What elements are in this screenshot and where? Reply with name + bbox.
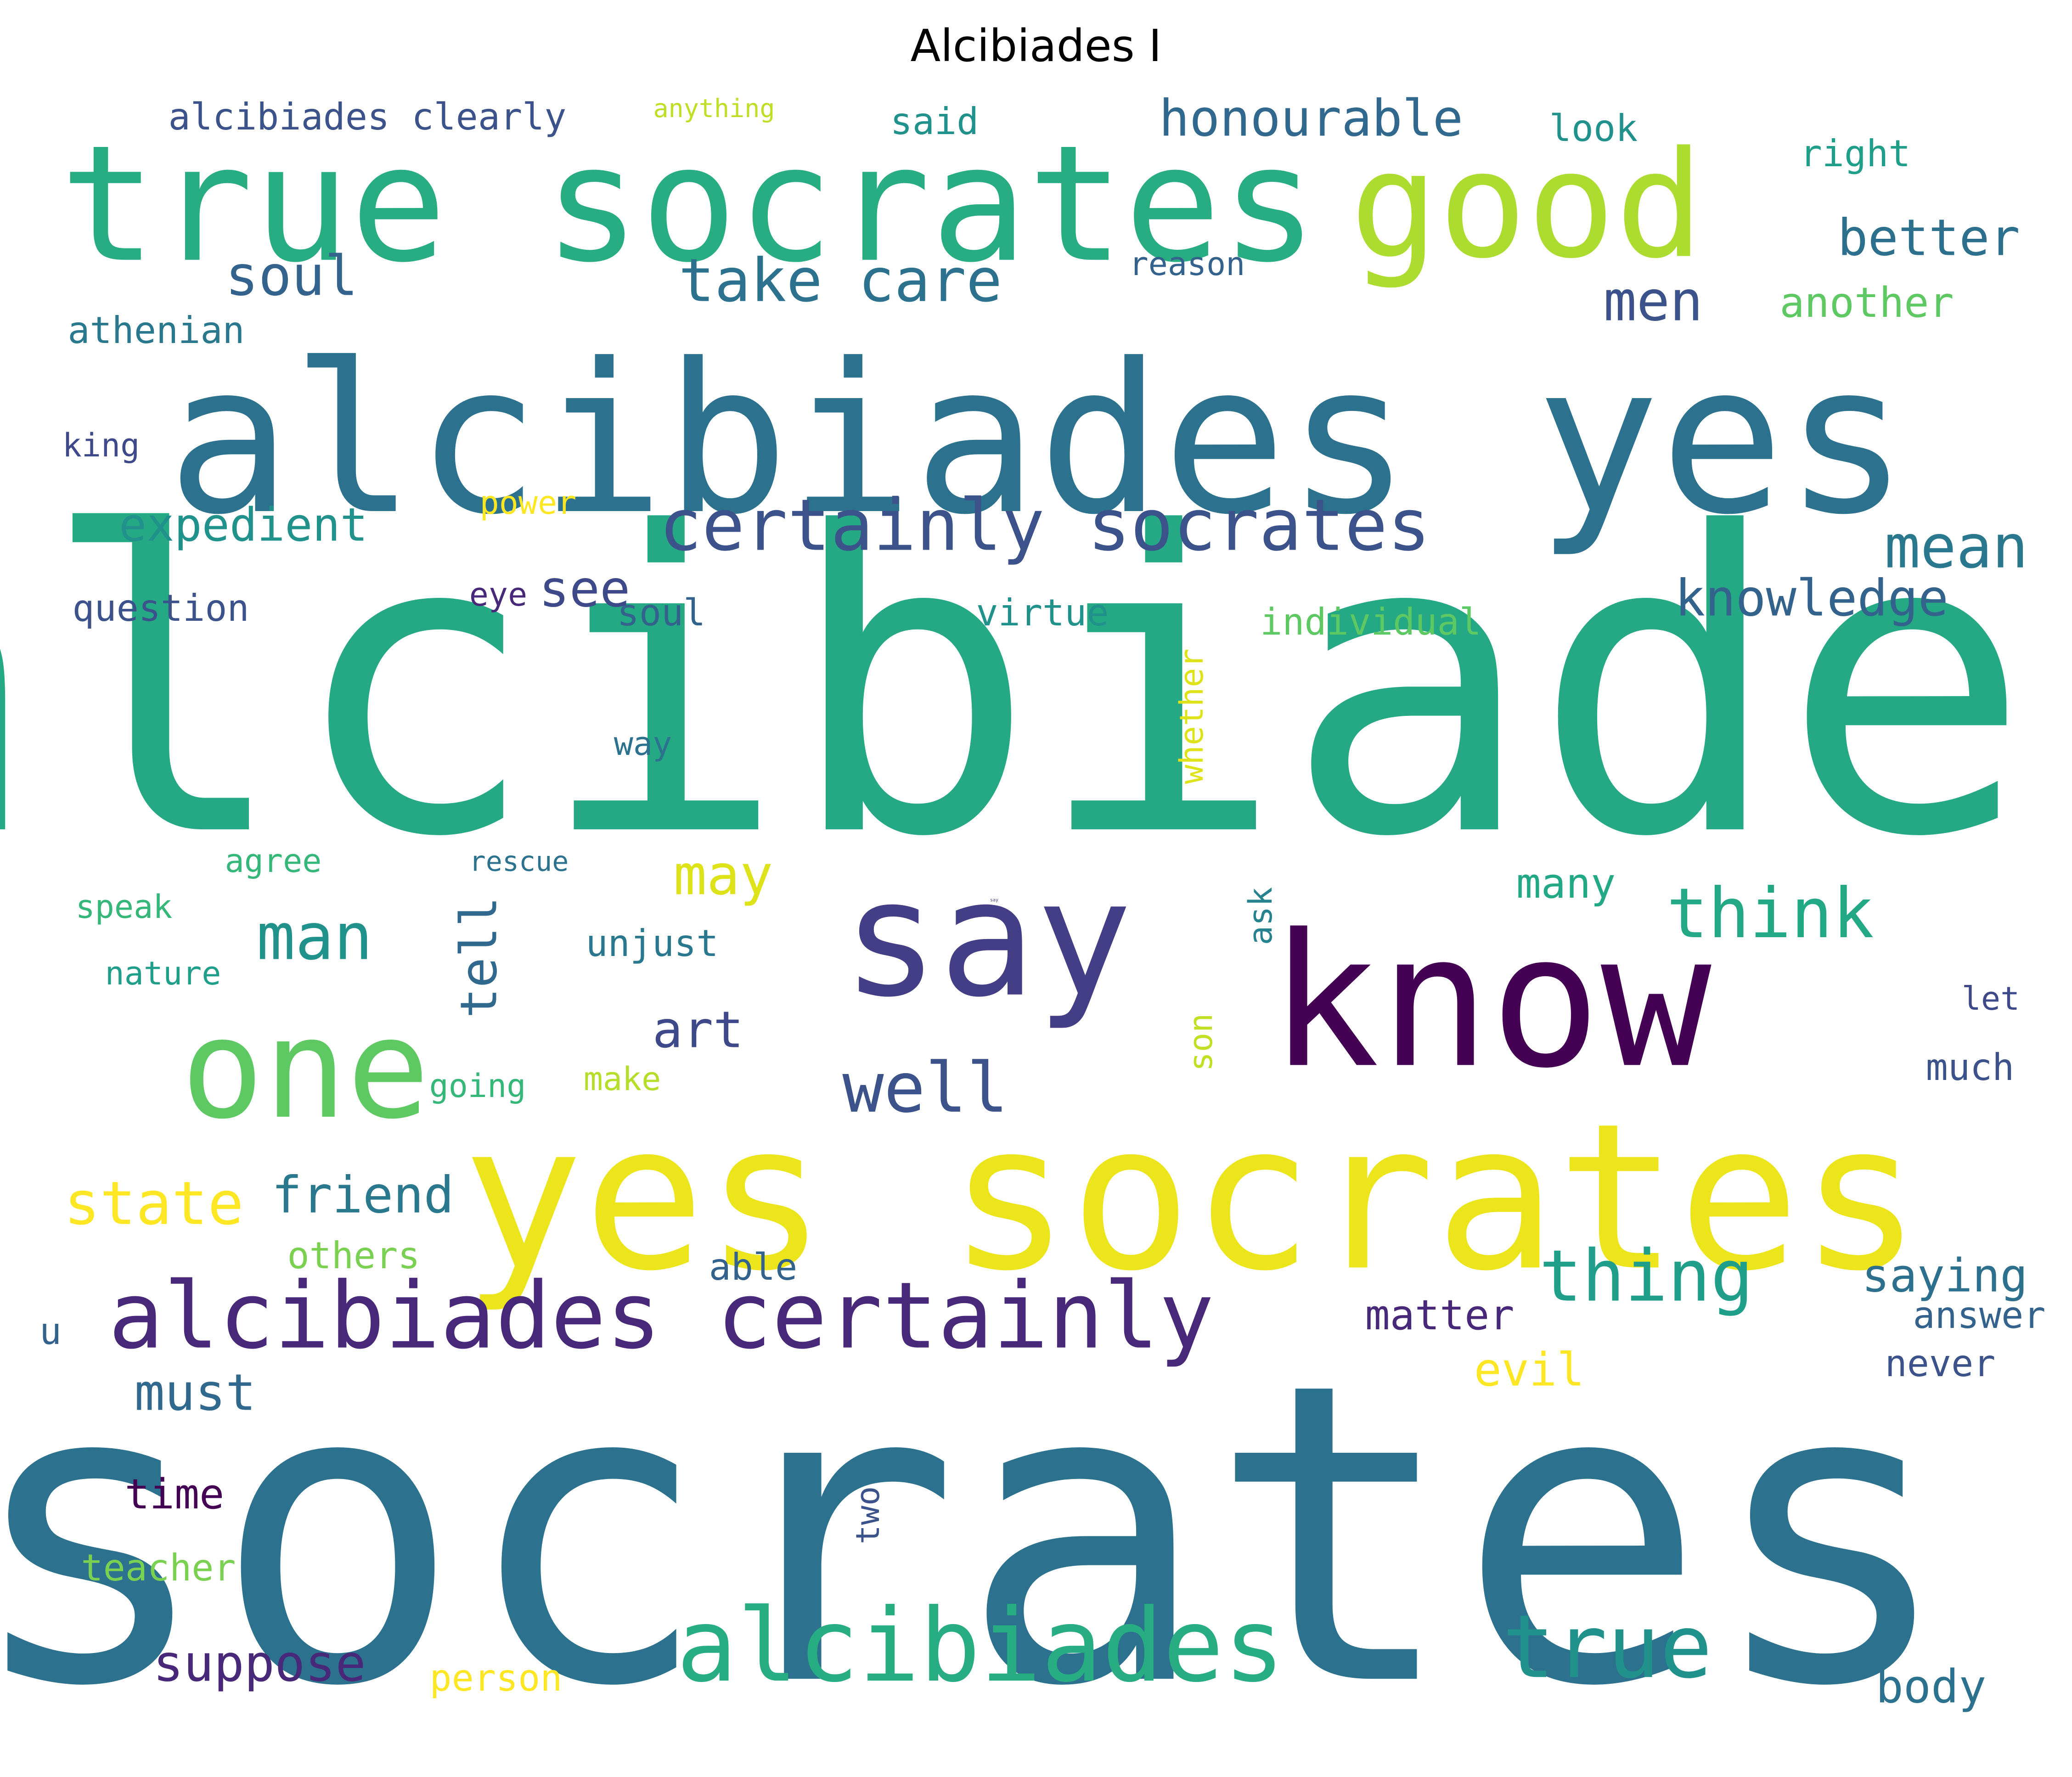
cloud-word: honourable — [1159, 89, 1463, 147]
cloud-word: friend — [271, 1165, 454, 1224]
cloud-word: u — [39, 1310, 62, 1353]
cloud-word: son — [1182, 1013, 1220, 1071]
cloud-word: evil — [1474, 1343, 1585, 1396]
cloud-word: say — [990, 898, 998, 903]
cloud-word: better — [1837, 208, 2020, 267]
cloud-word: ask — [1242, 887, 1279, 945]
cloud-word: question — [72, 587, 249, 630]
cloud-word: rescue — [469, 846, 569, 878]
cloud-word: another — [1779, 279, 1954, 327]
cloud-word: never — [1885, 1342, 1996, 1385]
cloud-word: true — [1502, 1596, 1712, 1698]
cloud-word: true socrates — [60, 111, 1318, 298]
cloud-word: agree — [225, 842, 322, 880]
cloud-word: time — [125, 1470, 225, 1518]
cloud-word: two — [849, 1486, 887, 1544]
cloud-word: may — [674, 844, 773, 908]
cloud-word: virtue — [976, 591, 1109, 634]
cloud-word: man — [257, 900, 373, 975]
cloud-word: mean — [1884, 512, 2028, 582]
cloud-word: alcibiades yes — [167, 320, 1909, 560]
cloud-word: say — [842, 845, 1132, 1033]
cloud-word: person — [430, 1657, 563, 1699]
cloud-word: answer — [1913, 1294, 2046, 1337]
cloud-word: body — [1876, 1659, 1987, 1713]
cloud-word: matter — [1365, 1291, 1514, 1339]
cloud-word: able — [709, 1246, 798, 1288]
cloud-word: men — [1604, 270, 1703, 334]
cloud-word: individual — [1260, 601, 1481, 643]
cloud-word: must — [135, 1363, 256, 1422]
cloud-word: anything — [653, 94, 775, 123]
cloud-word: think — [1667, 874, 1874, 954]
cloud-word: one — [181, 989, 430, 1149]
cloud-word: soul — [225, 245, 358, 309]
cloud-word: right — [1800, 132, 1911, 175]
cloud-word: know — [1269, 895, 1712, 1108]
cloud-word: whether — [1173, 648, 1211, 784]
cloud-word: suppose — [153, 1634, 366, 1693]
cloud-word: thing — [1539, 1234, 1754, 1317]
cloud-word: going — [429, 1067, 526, 1105]
cloud-word: many — [1516, 860, 1616, 908]
cloud-word: make — [584, 1060, 661, 1098]
cloud-word: yes socrates — [462, 1080, 1922, 1315]
cloud-word: good — [1350, 120, 1704, 291]
cloud-word: alcibiades clearly — [169, 96, 567, 138]
cloud-word: soul — [617, 591, 706, 634]
figure-title: Alcibiades I — [910, 20, 1162, 72]
cloud-word: others — [287, 1234, 420, 1277]
cloud-word: take care — [679, 246, 1002, 315]
cloud-word: athenian — [68, 309, 244, 352]
cloud-word: saying — [1862, 1248, 2027, 1302]
cloud-word: see — [539, 559, 631, 618]
cloud-word: alcibiades certainly — [108, 1263, 1214, 1370]
cloud-word: nature — [105, 955, 221, 992]
cloud-word: alcibiades — [0, 446, 2072, 927]
cloud-word: eye — [469, 576, 527, 613]
cloud-word: king — [62, 427, 140, 464]
cloud-word: way — [614, 725, 672, 763]
cloud-word: state — [64, 1169, 243, 1238]
cloud-word: certainly socrates — [659, 484, 1430, 567]
cloud-word: knowledge — [1675, 568, 1948, 627]
cloud-word: much — [1926, 1046, 2015, 1089]
cloud-word: teacher — [81, 1546, 236, 1589]
cloud-word: power — [480, 484, 577, 522]
cloud-word: unjust — [586, 922, 719, 965]
cloud-word: said — [890, 100, 979, 143]
cloud-word: alcibiades — [676, 1587, 1285, 1704]
cloud-word: socrates — [0, 1296, 1955, 1777]
cloud-word: let — [1962, 980, 2020, 1018]
cloud-word: speak — [76, 888, 173, 926]
cloud-word: expedient — [119, 498, 368, 551]
cloud-word: reason — [1129, 245, 1245, 283]
cloud-word: tell — [449, 897, 508, 1018]
cloud-word: art — [653, 1000, 744, 1059]
cloud-word: look — [1549, 107, 1638, 150]
cloud-word: well — [842, 1048, 1008, 1128]
